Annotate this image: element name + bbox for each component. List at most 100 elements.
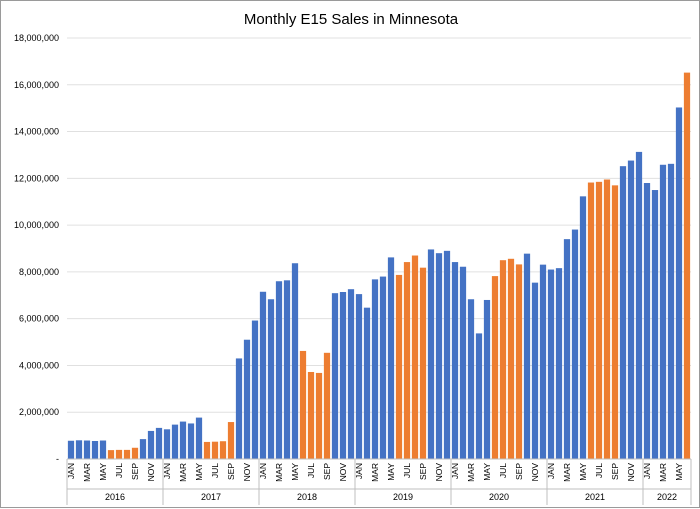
bar bbox=[643, 183, 651, 459]
x-tick-label: MAY bbox=[578, 463, 588, 481]
y-axis-tick-labels: - 2,000,000 4,000,000 6,000,000 8,000,000 10,… bbox=[14, 33, 59, 464]
y-tick-label: 10,000,000 bbox=[14, 220, 59, 230]
x-tick-label: MAY bbox=[674, 463, 684, 481]
bar bbox=[179, 421, 187, 459]
y-tick-label: 4,000,000 bbox=[19, 360, 59, 370]
bar bbox=[211, 441, 219, 459]
bar bbox=[667, 163, 675, 459]
bar bbox=[67, 440, 75, 459]
bar bbox=[379, 276, 387, 459]
y-tick-label: - bbox=[56, 454, 59, 464]
bar bbox=[571, 229, 579, 459]
bar bbox=[75, 440, 83, 459]
x-tick-label: NOV bbox=[434, 463, 444, 482]
x-tick-label: JAN bbox=[642, 463, 652, 479]
bar bbox=[187, 423, 195, 459]
y-tick-label: 12,000,000 bbox=[14, 173, 59, 183]
bar bbox=[595, 181, 603, 459]
bar bbox=[579, 196, 587, 459]
bars bbox=[67, 72, 691, 460]
x-tick-label: MAR bbox=[562, 463, 572, 482]
bar bbox=[363, 307, 371, 459]
year-label: 2019 bbox=[393, 492, 413, 502]
x-tick-label: MAY bbox=[194, 463, 204, 481]
bar bbox=[619, 166, 627, 460]
year-label: 2017 bbox=[201, 492, 221, 502]
year-label: 2018 bbox=[297, 492, 317, 502]
bar bbox=[683, 72, 691, 460]
x-tick-label: MAR bbox=[466, 463, 476, 482]
x-tick-label: SEP bbox=[226, 463, 236, 480]
x-tick-label: JAN bbox=[66, 463, 76, 479]
bar bbox=[435, 253, 443, 459]
bar bbox=[83, 440, 91, 459]
x-tick-label: SEP bbox=[610, 463, 620, 480]
bar bbox=[99, 440, 107, 459]
bar bbox=[107, 450, 115, 459]
bar bbox=[659, 164, 667, 459]
x-tick-label: JUL bbox=[114, 463, 124, 478]
bar bbox=[267, 299, 275, 459]
bar bbox=[387, 257, 395, 459]
bar bbox=[547, 269, 555, 459]
bar bbox=[243, 339, 251, 459]
bar bbox=[523, 253, 531, 459]
y-tick-label: 8,000,000 bbox=[19, 267, 59, 277]
x-tick-label: JUL bbox=[402, 463, 412, 478]
year-label: 2022 bbox=[657, 492, 677, 502]
year-label: 2016 bbox=[105, 492, 125, 502]
bar bbox=[139, 439, 147, 459]
y-tick-label: 16,000,000 bbox=[14, 80, 59, 90]
bar bbox=[331, 293, 339, 459]
bar bbox=[419, 267, 427, 459]
bar bbox=[299, 350, 307, 459]
bar bbox=[147, 430, 155, 459]
x-tick-label: NOV bbox=[530, 463, 540, 482]
bar bbox=[131, 447, 139, 459]
x-tick-label: MAR bbox=[370, 463, 380, 482]
chart-title: Monthly E15 Sales in Minnesota bbox=[244, 11, 459, 28]
bar bbox=[403, 262, 411, 459]
bar bbox=[155, 427, 163, 459]
bar bbox=[315, 372, 323, 459]
x-tick-label: JAN bbox=[258, 463, 268, 479]
bar bbox=[443, 250, 451, 459]
bar bbox=[651, 190, 659, 459]
bar bbox=[467, 299, 475, 459]
bar bbox=[411, 255, 419, 459]
bar bbox=[347, 289, 355, 459]
bar bbox=[291, 263, 299, 459]
x-tick-label: NOV bbox=[626, 463, 636, 482]
x-tick-label: SEP bbox=[322, 463, 332, 480]
bar bbox=[451, 262, 459, 459]
x-tick-label: NOV bbox=[242, 463, 252, 482]
x-tick-label: JUL bbox=[210, 463, 220, 478]
x-tick-label: MAR bbox=[658, 463, 668, 482]
bar bbox=[171, 424, 179, 459]
x-tick-label: MAY bbox=[290, 463, 300, 481]
x-axis: JAN MAR MAY JUL SEP NOV JAN MAR MAY JUL SEP NOV JAN M… bbox=[66, 458, 692, 505]
y-tick-label: 2,000,000 bbox=[19, 407, 59, 417]
bar bbox=[531, 282, 539, 459]
bar bbox=[627, 160, 635, 459]
x-tick-label: MAY bbox=[386, 463, 396, 481]
bar bbox=[235, 358, 243, 459]
x-tick-label: NOV bbox=[338, 463, 348, 482]
bar bbox=[563, 239, 571, 459]
bar bbox=[603, 179, 611, 459]
x-tick-label: SEP bbox=[514, 463, 524, 480]
gridlines bbox=[67, 37, 691, 413]
bar bbox=[499, 260, 507, 459]
bar bbox=[427, 249, 435, 459]
bar bbox=[219, 441, 227, 459]
x-tick-label: JAN bbox=[450, 463, 460, 479]
bar bbox=[355, 294, 363, 459]
bar bbox=[475, 333, 483, 459]
bar bbox=[91, 440, 99, 459]
x-tick-label: MAR bbox=[178, 463, 188, 482]
x-tick-label: MAR bbox=[82, 463, 92, 482]
bar bbox=[227, 422, 235, 459]
bar bbox=[259, 291, 267, 459]
bar bbox=[251, 320, 259, 459]
